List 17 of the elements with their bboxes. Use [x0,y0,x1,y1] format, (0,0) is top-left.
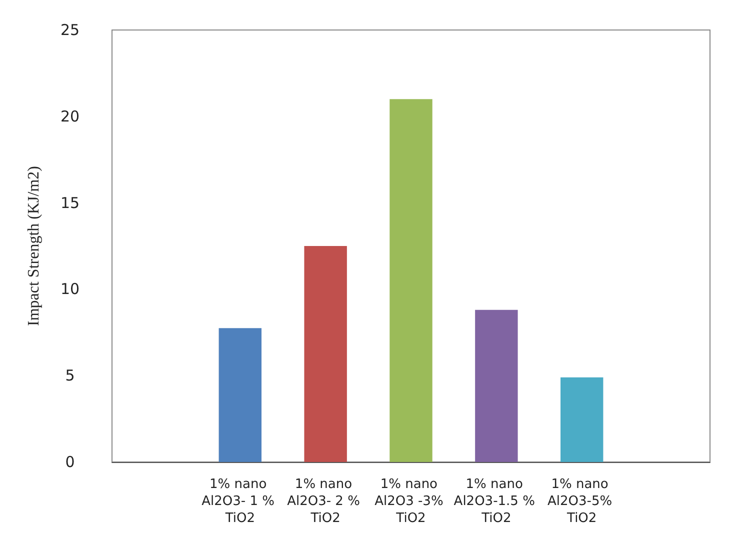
x-tick-label: 1% nano Al2O3- 2 % TiO2 [287,477,364,526]
x-tick-label: 1% nano Al2O3-5% TiO2 [547,477,616,526]
bar [218,328,262,462]
y-tick-label: 20 [60,107,80,126]
bar [475,310,518,462]
bar [560,377,604,462]
y-tick-label: 15 [60,194,80,212]
y-tick-label: 10 [60,280,80,298]
y-axis-title: Impact Strength (KJ/m2) [26,166,42,326]
x-tick-label: 1% nano Al2O3 -3% TiO2 [374,477,448,526]
bar [390,99,432,462]
y-tick-label: 5 [65,366,75,385]
bar [304,246,347,462]
x-tick-label: 1% nano Al2O3- 1 % TiO2 [202,477,279,526]
y-tick-label: 25 [60,21,80,39]
y-tick-label: 0 [65,453,75,471]
x-tick-label: 1% nano Al2O3-1.5 % TiO2 [454,477,540,526]
